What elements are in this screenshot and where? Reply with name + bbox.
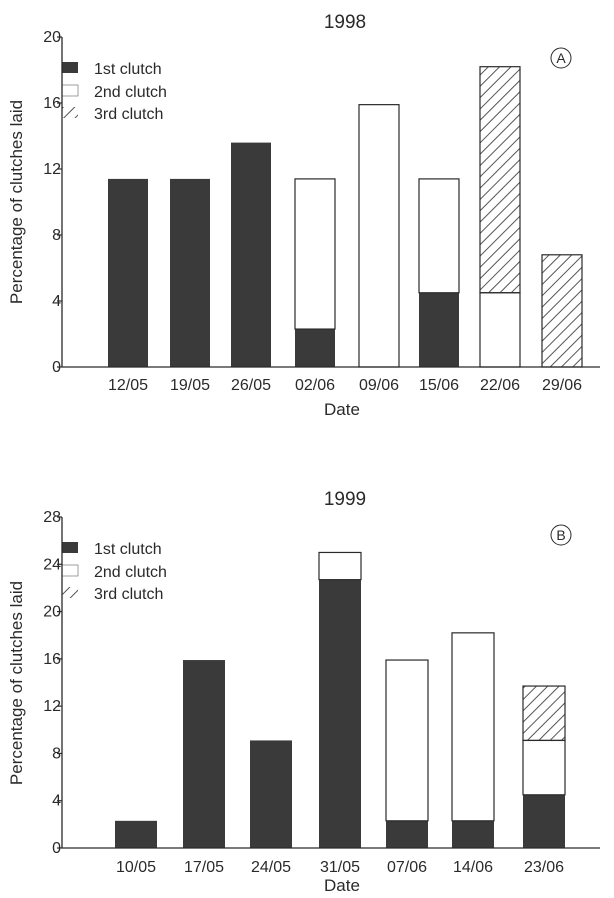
legend-label-2nd-clutch: 2nd clutch [94, 564, 167, 581]
y-axis-label: Percentage of clutches laid [7, 581, 26, 785]
legend-label-1st-clutch: 1st clutch [94, 61, 162, 78]
bar-1st-clutch-24-05 [250, 740, 292, 848]
x-tick-label: 10/05 [116, 859, 156, 876]
y-tick-label: 8 [52, 227, 61, 244]
bar-2nd-clutch-22-06 [479, 292, 521, 368]
x-tick-label: 31/05 [320, 859, 360, 876]
bar-2nd-clutch-15-06 [418, 178, 460, 294]
bar-2nd-clutch-02-06 [294, 178, 336, 330]
legend-swatch-1st-clutch [62, 542, 78, 553]
y-tick-label: 20 [43, 604, 61, 621]
bar-2nd-clutch-07-06 [385, 659, 429, 822]
bar-3rd-clutch-23-06 [522, 685, 566, 742]
bar-2nd-clutch-14-06 [451, 632, 495, 822]
x-tick-label: 15/06 [419, 377, 459, 394]
legend-swatch-2nd-clutch [61, 84, 79, 97]
bar-1st-clutch-02-06 [295, 329, 335, 367]
x-axis-label: Date [324, 876, 360, 895]
legend-swatch-2nd-clutch [61, 564, 79, 577]
x-tick-label: 17/05 [184, 859, 224, 876]
panel-letter: B [556, 527, 565, 543]
y-tick-label: 12 [43, 698, 61, 715]
y-tick-label: 0 [52, 840, 61, 857]
y-tick-label: 8 [52, 745, 61, 762]
x-tick-label: 12/05 [108, 377, 148, 394]
y-axis-label: Percentage of clutches laid [7, 100, 26, 304]
x-tick-label: 22/06 [480, 377, 520, 394]
legend-label-3rd-clutch: 3rd clutch [94, 586, 163, 603]
panel-letter-circle [550, 524, 572, 546]
bar-1st-clutch-17-05 [183, 660, 225, 848]
y-tick-label: 0 [52, 359, 61, 376]
chart-panel-1998: 1998 A Percentage of clutches laid Date … [7, 12, 600, 419]
y-tick-label: 24 [43, 556, 61, 573]
bar-1st-clutch-10-05 [115, 820, 157, 848]
y-tick-label: 16 [43, 651, 61, 668]
bar-3rd-clutch-29-06 [541, 254, 583, 368]
x-tick-label: 09/06 [359, 377, 399, 394]
bar-2nd-clutch-23-06 [522, 739, 566, 796]
x-axis-label: Date [324, 400, 360, 419]
legend-swatch-1st-clutch [62, 62, 78, 73]
chart-title: 1998 [324, 12, 366, 33]
y-tick-label: 16 [43, 95, 61, 112]
legend: 1st clutch 2nd clutch 3rd clutch [61, 541, 167, 603]
x-tick-label: 02/06 [295, 377, 335, 394]
bar-1st-clutch-19-05 [170, 178, 210, 367]
y-tick-label: 20 [43, 29, 61, 46]
bar-1st-clutch-23-06 [523, 794, 565, 848]
x-tick-label: 23/06 [524, 859, 564, 876]
bar-1st-clutch-14-06 [452, 820, 494, 848]
x-tick-label: 26/05 [231, 377, 271, 394]
legend-swatch-3rd-clutch [62, 587, 78, 598]
x-tick-label: 24/05 [251, 859, 291, 876]
legend-label-3rd-clutch: 3rd clutch [94, 106, 163, 123]
bar-1st-clutch-07-06 [386, 820, 428, 848]
y-tick-label: 4 [52, 293, 61, 310]
x-tick-label: 14/06 [453, 859, 493, 876]
bar-1st-clutch-15-06 [419, 292, 459, 367]
bar-1st-clutch-26-05 [231, 142, 271, 367]
legend-swatch-3rd-clutch [62, 107, 78, 118]
bar-1st-clutch-12-05 [108, 178, 148, 367]
panel-letter-circle [550, 47, 572, 69]
chart-title: 1999 [324, 489, 366, 510]
chart-panel-1999: 1999 B Percentage of clutches laid Date … [7, 489, 600, 895]
bar-3rd-clutch-22-06 [479, 66, 521, 294]
y-tick-label: 4 [52, 793, 61, 810]
legend-label-2nd-clutch: 2nd clutch [94, 84, 167, 101]
y-tick-label: 28 [43, 509, 61, 526]
legend: 1st clutch 2nd clutch 3rd clutch [61, 61, 167, 123]
bar-2nd-clutch-09-06 [358, 104, 400, 368]
bar-2nd-clutch-31-05 [318, 551, 362, 581]
x-tick-label: 07/06 [387, 859, 427, 876]
panel-letter: A [556, 50, 566, 66]
x-tick-label: 19/05 [170, 377, 210, 394]
legend-label-1st-clutch: 1st clutch [94, 541, 162, 558]
x-tick-label: 29/06 [542, 377, 582, 394]
bar-1st-clutch-31-05 [319, 579, 361, 848]
y-tick-label: 12 [43, 161, 61, 178]
